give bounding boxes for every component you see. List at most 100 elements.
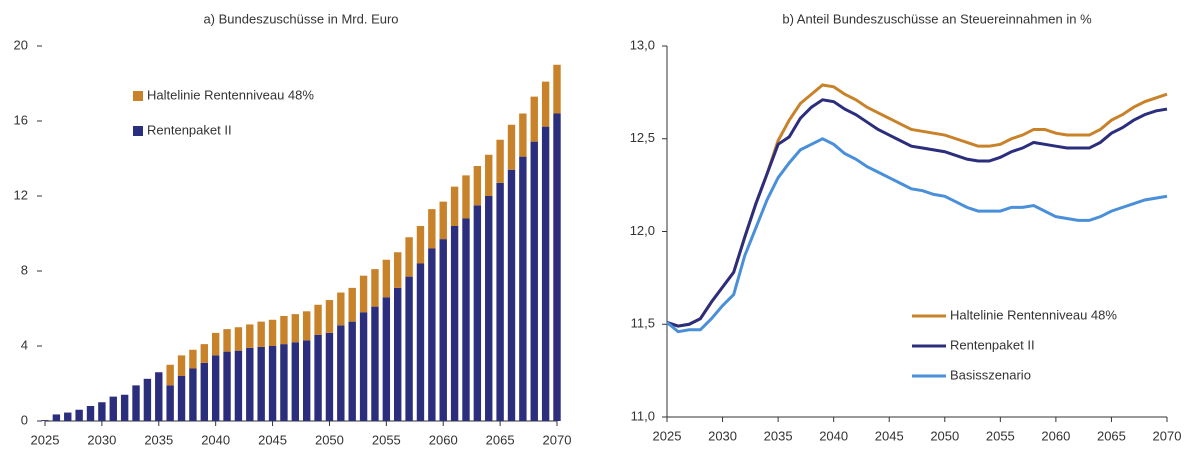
bar — [302, 311, 311, 341]
bar — [462, 218, 470, 421]
bar — [541, 126, 550, 421]
line — [666, 98, 1168, 328]
bar — [507, 124, 516, 170]
legend-label: Basisszenario — [950, 367, 1031, 382]
bar — [371, 269, 379, 307]
x-tick-label: 2045 — [875, 428, 904, 443]
bar — [75, 409, 83, 421]
bar — [428, 248, 436, 421]
bar — [325, 332, 334, 421]
bar — [382, 259, 391, 298]
y-tick-label: 11,0 — [631, 408, 655, 423]
bar — [519, 113, 527, 157]
bar — [450, 186, 459, 226]
bar — [166, 385, 174, 421]
bar — [120, 394, 129, 421]
x-tick-label: 2035 — [764, 428, 793, 443]
bar — [257, 346, 265, 421]
bar — [325, 300, 334, 333]
bar — [348, 287, 356, 322]
bar — [382, 297, 391, 421]
bar — [143, 378, 152, 421]
legend-label: Rentenpaket II — [950, 337, 1035, 352]
legend-swatch — [133, 91, 143, 101]
bar — [473, 205, 482, 421]
bar — [530, 141, 538, 421]
bar — [177, 376, 186, 421]
bar — [200, 362, 208, 421]
bar — [211, 332, 220, 356]
bar — [86, 406, 95, 421]
bar — [519, 156, 527, 421]
line — [666, 83, 1168, 328]
bar — [257, 321, 265, 347]
bar — [450, 226, 459, 421]
bar — [132, 385, 140, 421]
bar — [98, 402, 106, 421]
bar — [246, 347, 254, 421]
legend-label: Haltelinie Rentenniveau 48% — [147, 87, 314, 102]
x-tick-label: 2040 — [201, 432, 230, 447]
bar — [405, 237, 413, 277]
x-tick-label: 2050 — [930, 428, 959, 443]
x-tick-label: 2065 — [1097, 428, 1126, 443]
x-tick-label: 2060 — [429, 432, 458, 447]
bar — [200, 344, 208, 363]
x-tick-label: 2025 — [653, 428, 682, 443]
bar — [314, 304, 322, 335]
y-tick-label: 4 — [21, 337, 28, 352]
bar — [234, 327, 243, 351]
bar — [291, 314, 300, 343]
chart-title: b) Anteil Bundeszuschüsse an Steuereinna… — [782, 11, 1092, 26]
x-tick-label: 2025 — [31, 432, 60, 447]
y-tick-label: 13,0 — [630, 37, 655, 52]
bar — [439, 239, 447, 421]
bar — [371, 306, 379, 421]
legend-swatch — [133, 126, 143, 136]
bar — [223, 351, 231, 421]
bar — [291, 342, 300, 421]
bar — [223, 329, 231, 352]
bar — [507, 169, 516, 421]
y-tick-label: 0 — [21, 412, 28, 427]
bar — [41, 420, 49, 421]
bar — [553, 64, 561, 114]
bar — [64, 412, 72, 421]
bar — [302, 340, 311, 421]
y-tick-label: 12,0 — [630, 223, 655, 238]
x-tick-label: 2035 — [144, 432, 173, 447]
bar — [268, 346, 277, 421]
bar — [462, 175, 470, 219]
bar — [268, 319, 277, 346]
bar — [348, 321, 356, 421]
bar — [177, 355, 186, 376]
bar — [473, 166, 482, 206]
x-tick-label: 2030 — [708, 428, 737, 443]
bar — [428, 209, 436, 249]
bar — [280, 344, 288, 421]
x-tick-label: 2045 — [258, 432, 287, 447]
bar — [541, 81, 550, 127]
bar — [52, 414, 61, 421]
bar — [166, 364, 174, 386]
bar — [189, 368, 197, 421]
bar — [211, 355, 220, 421]
y-tick-label: 12,5 — [630, 130, 655, 145]
bar — [359, 275, 368, 313]
x-tick-label: 2030 — [87, 432, 116, 447]
y-tick-label: 20 — [14, 37, 28, 52]
bar — [246, 324, 254, 348]
bar — [280, 316, 288, 345]
x-tick-label: 2055 — [372, 432, 401, 447]
bar — [337, 292, 345, 326]
bar — [394, 252, 402, 288]
bar — [496, 182, 504, 421]
chart-title: a) Bundeszuschüsse in Mrd. Euro — [203, 11, 398, 26]
bar — [109, 396, 117, 421]
x-tick-label: 2070 — [1153, 428, 1182, 443]
bar — [189, 349, 197, 369]
legend-label: Haltelinie Rentenniveau 48% — [950, 307, 1117, 322]
bar — [337, 325, 345, 421]
bar — [359, 312, 368, 421]
